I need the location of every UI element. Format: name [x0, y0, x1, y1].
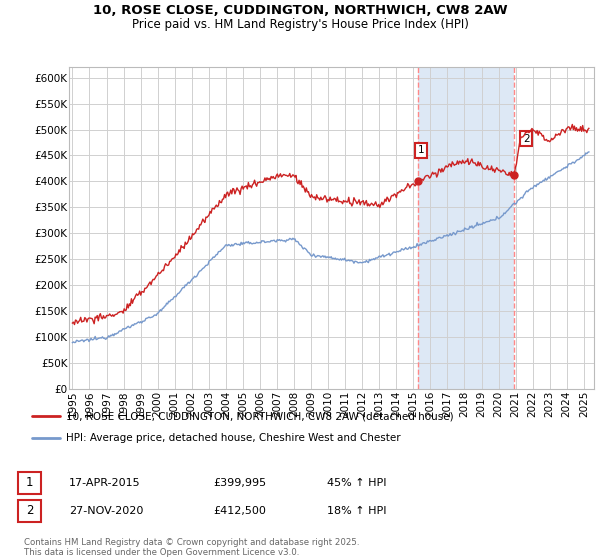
Text: 2: 2: [26, 504, 33, 517]
Text: £412,500: £412,500: [213, 506, 266, 516]
Text: 10, ROSE CLOSE, CUDDINGTON, NORTHWICH, CW8 2AW: 10, ROSE CLOSE, CUDDINGTON, NORTHWICH, C…: [92, 4, 508, 17]
Text: Price paid vs. HM Land Registry's House Price Index (HPI): Price paid vs. HM Land Registry's House …: [131, 18, 469, 31]
Text: 45% ↑ HPI: 45% ↑ HPI: [327, 478, 386, 488]
Text: 17-APR-2015: 17-APR-2015: [69, 478, 140, 488]
Text: HPI: Average price, detached house, Cheshire West and Chester: HPI: Average price, detached house, Ches…: [66, 433, 401, 443]
Text: 27-NOV-2020: 27-NOV-2020: [69, 506, 143, 516]
Text: 10, ROSE CLOSE, CUDDINGTON, NORTHWICH, CW8 2AW (detached house): 10, ROSE CLOSE, CUDDINGTON, NORTHWICH, C…: [66, 411, 454, 421]
Text: £399,995: £399,995: [213, 478, 266, 488]
Text: 2: 2: [523, 134, 529, 143]
Text: 1: 1: [26, 476, 33, 489]
Text: 1: 1: [418, 145, 424, 155]
Text: 18% ↑ HPI: 18% ↑ HPI: [327, 506, 386, 516]
Text: Contains HM Land Registry data © Crown copyright and database right 2025.
This d: Contains HM Land Registry data © Crown c…: [24, 538, 359, 557]
Bar: [418, 67, 514, 389]
